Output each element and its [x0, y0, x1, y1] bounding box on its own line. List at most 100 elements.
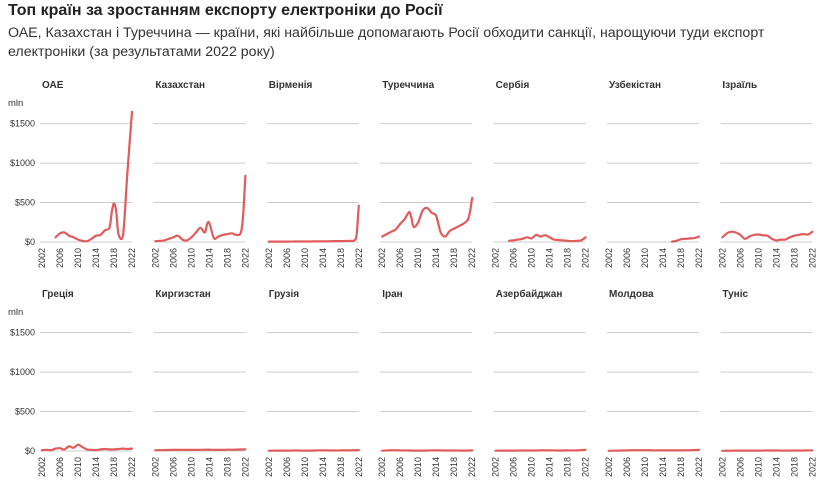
x-tick-label: 2006	[168, 248, 178, 268]
x-tick-label: 2014	[431, 248, 441, 268]
x-tick-label: 2006	[55, 248, 65, 268]
x-tick-label: 2010	[753, 457, 763, 477]
panel-title: Сербія	[496, 79, 530, 91]
x-tick-label: 2002	[377, 248, 387, 268]
x-tick-label: 2006	[622, 248, 632, 268]
x-tick-label: 2018	[563, 457, 573, 477]
x-tick-label: 2022	[240, 248, 250, 268]
x-tick-label: 2006	[395, 248, 405, 268]
x-tick-label: 2022	[127, 457, 137, 477]
x-tick-label: 2014	[771, 248, 781, 268]
y-tick-label: $1500	[10, 119, 35, 129]
x-tick-label: 2022	[240, 457, 250, 477]
x-tick-label: 2002	[377, 457, 387, 477]
x-tick-label: 2010	[527, 457, 537, 477]
chart-title: Топ країн за зростанням експорту електро…	[8, 2, 443, 19]
x-tick-label: 2014	[431, 457, 441, 477]
series-line-2	[154, 174, 247, 243]
panel-title: Киргизстан	[155, 289, 210, 300]
panel-title: ОАЕ	[42, 80, 64, 91]
x-tick-label: 2014	[204, 248, 214, 268]
x-tick-label: 2006	[395, 457, 405, 477]
x-tick-label: 2014	[658, 248, 668, 268]
x-tick-label: 2010	[186, 457, 196, 477]
x-tick-label: 2018	[336, 457, 346, 477]
series-line-4	[381, 196, 474, 238]
x-tick-label: 2014	[204, 457, 214, 477]
x-tick-label: 2006	[282, 457, 292, 477]
panel-title: Молдова	[609, 289, 654, 300]
x-tick-label: 2018	[222, 457, 232, 477]
x-tick-label: 2002	[604, 248, 614, 268]
x-tick-label: 2006	[622, 457, 632, 477]
x-tick-label: 2018	[449, 248, 459, 268]
x-tick-label: 2022	[127, 248, 137, 268]
series-line-13	[607, 448, 701, 452]
x-tick-label: 2002	[37, 248, 47, 268]
x-tick-label: 2022	[467, 457, 477, 477]
series-line-1	[54, 110, 134, 243]
x-tick-label: 2002	[491, 248, 501, 268]
series-line-5	[508, 233, 587, 243]
y-unit-label: mln	[8, 307, 23, 318]
x-tick-label: 2010	[753, 248, 763, 268]
panel-title: Туніс	[722, 289, 748, 300]
x-tick-label: 2010	[527, 248, 537, 268]
x-tick-label: 2002	[717, 248, 727, 268]
panel-title: Ізраїль	[722, 80, 757, 91]
panel-title: Греція	[42, 289, 74, 300]
x-tick-label: 2022	[694, 457, 704, 477]
x-tick-label: 2022	[354, 457, 364, 477]
panel-title: Казахстан	[155, 80, 205, 91]
x-tick-label: 2014	[318, 248, 328, 268]
x-tick-label: 2022	[581, 248, 591, 268]
x-tick-label: 2018	[449, 457, 459, 477]
x-tick-label: 2002	[264, 457, 274, 477]
x-tick-label: 2002	[264, 248, 274, 268]
x-tick-label: 2014	[545, 248, 555, 268]
panel-title: Узбекістан	[609, 79, 661, 91]
y-tick-label: $0	[25, 237, 35, 247]
x-tick-label: 2006	[282, 248, 292, 268]
x-tick-label: 2018	[336, 248, 346, 268]
x-tick-label: 2022	[807, 457, 817, 477]
x-tick-label: 2014	[545, 457, 555, 477]
y-tick-label: $1500	[10, 328, 35, 338]
x-tick-label: 2018	[563, 248, 573, 268]
x-tick-label: 2014	[91, 248, 101, 268]
x-tick-label: 2018	[789, 457, 799, 477]
x-tick-label: 2010	[300, 457, 310, 477]
x-tick-label: 2002	[717, 457, 727, 477]
x-tick-label: 2002	[491, 457, 501, 477]
x-tick-label: 2010	[640, 457, 650, 477]
y-tick-label: $0	[25, 446, 35, 456]
x-tick-label: 2018	[676, 248, 686, 268]
x-tick-label: 2018	[676, 457, 686, 477]
panel-title: Грузія	[269, 289, 299, 300]
x-tick-label: 2022	[807, 248, 817, 268]
panel-title: Іран	[382, 289, 403, 300]
x-tick-label: 2022	[694, 248, 704, 268]
series-line-3	[267, 204, 360, 243]
x-tick-label: 2014	[771, 457, 781, 477]
y-tick-label: $500	[15, 407, 35, 417]
x-tick-label: 2014	[658, 457, 668, 477]
x-tick-label: 2010	[413, 457, 423, 477]
x-tick-label: 2022	[581, 457, 591, 477]
x-tick-label: 2010	[413, 248, 423, 268]
y-tick-label: $500	[15, 198, 35, 208]
x-tick-label: 2006	[735, 248, 745, 268]
series-line-10	[267, 449, 360, 452]
chart-subtitle: ОАЕ, Казахстан і Туреччина — країни, які…	[8, 25, 765, 60]
x-tick-label: 2010	[640, 248, 650, 268]
panel-title: Азербайджан	[496, 288, 563, 300]
x-tick-label: 2010	[73, 457, 83, 477]
x-tick-label: 2006	[509, 457, 519, 477]
x-tick-label: 2002	[604, 457, 614, 477]
y-unit-label: mln	[8, 98, 23, 109]
panel-title: Вірменія	[269, 80, 313, 91]
x-tick-label: 2010	[300, 248, 310, 268]
y-tick-label: $1000	[10, 367, 35, 377]
x-tick-label: 2002	[150, 457, 160, 477]
